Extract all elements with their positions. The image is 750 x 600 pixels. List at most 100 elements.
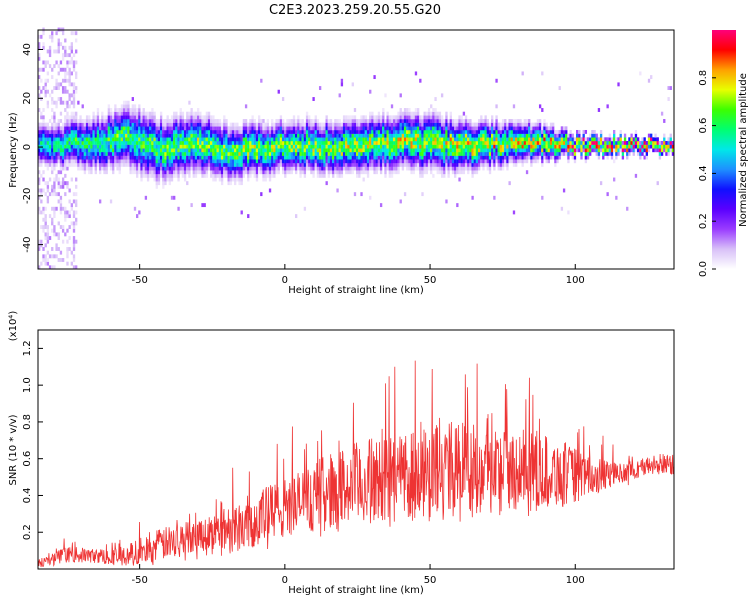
- heatmap-cell: [194, 148, 198, 153]
- heatmap-cell: [305, 151, 309, 156]
- heatmap-cell: [345, 148, 348, 153]
- heatmap-cell: [125, 108, 128, 112]
- heatmap-cell: [112, 155, 115, 160]
- heatmap-cell: [460, 166, 463, 171]
- heatmap-cell: [77, 133, 80, 138]
- heatmap-cell: [157, 148, 161, 153]
- heatmap-cell: [464, 137, 468, 142]
- heatmap-cell: [493, 155, 496, 160]
- heatmap-cell: [414, 159, 418, 164]
- heatmap-cell: [42, 133, 45, 138]
- heatmap-cell: [72, 133, 76, 138]
- heatmap-cell: [327, 148, 330, 153]
- heatmap-cell: [116, 133, 119, 138]
- heatmap-cell: [192, 137, 195, 142]
- heatmap-cell: [663, 137, 666, 142]
- heatmap-cell: [318, 86, 322, 90]
- heatmap-cell: [358, 162, 361, 167]
- heatmap-cell: [430, 111, 433, 116]
- heatmap-cell: [162, 184, 165, 189]
- heatmap-cell: [532, 159, 535, 164]
- heatmap-cell: [98, 140, 102, 145]
- heatmap-cell: [149, 155, 152, 160]
- heatmap-cell: [120, 115, 124, 120]
- heatmap-cell: [434, 137, 437, 142]
- heatmap-cell: [203, 144, 206, 149]
- heatmap-cell: [284, 126, 287, 131]
- heatmap-cell: [51, 221, 54, 226]
- heatmap-cell: [44, 159, 47, 164]
- heatmap-cell: [146, 122, 150, 127]
- heatmap-cell: [240, 148, 243, 153]
- heatmap-cell: [547, 144, 550, 149]
- heatmap-cell: [142, 119, 145, 123]
- heatmap-cell: [508, 155, 511, 160]
- heatmap-cell: [342, 144, 346, 149]
- heatmap-cell: [225, 173, 228, 178]
- heatmap-cell: [584, 155, 588, 160]
- heatmap-cell: [138, 166, 141, 171]
- heatmap-cell: [112, 162, 115, 167]
- heatmap-cell: [408, 148, 411, 153]
- heatmap-cell: [390, 173, 394, 178]
- heatmap-cell: [467, 122, 470, 127]
- heatmap-cell: [436, 122, 439, 127]
- heatmap-cell: [94, 155, 97, 160]
- heatmap-cell: [255, 129, 259, 134]
- heatmap-cell: [327, 162, 330, 167]
- heatmap-cell: [299, 140, 302, 145]
- heatmap-cell: [599, 140, 603, 145]
- heatmap-cell: [456, 155, 459, 160]
- heatmap-cell: [552, 133, 555, 138]
- heatmap-cell: [562, 144, 566, 149]
- heatmap-cell: [231, 140, 235, 145]
- heatmap-cell: [122, 162, 126, 167]
- heatmap-cell: [501, 133, 505, 138]
- heatmap-cell: [314, 148, 317, 153]
- heatmap-cell: [467, 126, 470, 131]
- heatmap-cell: [486, 166, 489, 171]
- heatmap-cell: [57, 221, 60, 226]
- heatmap-cell: [210, 133, 213, 138]
- heatmap-cell: [486, 133, 489, 138]
- heatmap-cell: [427, 166, 431, 171]
- heatmap-cell: [109, 151, 113, 156]
- heatmap-cell: [399, 93, 402, 98]
- heatmap-cell: [284, 133, 287, 138]
- heatmap-cell: [536, 159, 540, 164]
- heatmap-cell: [530, 162, 533, 167]
- heatmap-cell: [569, 129, 572, 134]
- heatmap-cell: [205, 140, 209, 145]
- heatmap-cell: [112, 166, 115, 171]
- heatmap-cell: [72, 258, 76, 262]
- heatmap-cell: [310, 159, 313, 164]
- heatmap-cell: [438, 119, 442, 123]
- heatmap-cell: [364, 162, 368, 167]
- heatmap-cell: [325, 144, 328, 149]
- heatmap-cell: [519, 148, 522, 153]
- heatmap-cell: [127, 119, 130, 123]
- heatmap-cell: [199, 159, 202, 164]
- heatmap-cell: [225, 151, 228, 156]
- heatmap-cell: [120, 151, 124, 156]
- heatmap-cell: [443, 126, 446, 131]
- heatmap-cell: [260, 155, 263, 160]
- x-tick-label: 100: [566, 575, 585, 586]
- heatmap-cell: [157, 126, 161, 131]
- heatmap-cell: [151, 173, 154, 178]
- heatmap-cell: [260, 170, 263, 175]
- heatmap-cell: [663, 133, 666, 138]
- heatmap-cell: [66, 71, 69, 76]
- heatmap-cell: [362, 155, 365, 160]
- heatmap-cell: [72, 140, 76, 145]
- heatmap-cell: [51, 265, 54, 270]
- heatmap-cell: [517, 137, 520, 142]
- heatmap-cell: [85, 119, 89, 123]
- heatmap-cell: [51, 31, 54, 36]
- heatmap-cell: [210, 162, 213, 167]
- heatmap-cell: [565, 133, 568, 138]
- heatmap-cell: [72, 60, 76, 65]
- heatmap-cell: [369, 140, 372, 145]
- heatmap-cell: [384, 170, 387, 175]
- heatmap-cell: [419, 155, 422, 160]
